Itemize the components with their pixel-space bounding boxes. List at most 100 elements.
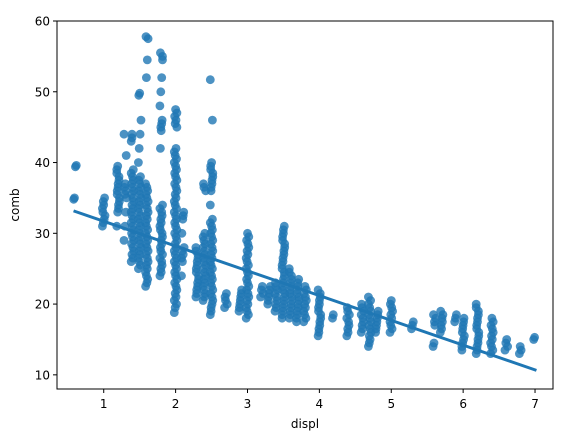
- x-tick-label: 5: [387, 397, 395, 411]
- data-point: [371, 324, 381, 334]
- data-point: [280, 239, 290, 249]
- data-point: [127, 211, 137, 221]
- data-point: [156, 267, 166, 277]
- data-point: [243, 289, 253, 298]
- data-point: [142, 204, 152, 213]
- data-point: [438, 317, 447, 327]
- data-point: [113, 182, 123, 192]
- data-point: [458, 324, 468, 334]
- data-point: [169, 147, 179, 157]
- data-point: [207, 282, 217, 291]
- data-point: [206, 260, 216, 270]
- data-point: [242, 274, 252, 284]
- data-point: [314, 328, 324, 337]
- data-point: [365, 335, 375, 344]
- data-point: [198, 232, 208, 242]
- data-point: [136, 115, 146, 125]
- data-point: [142, 260, 151, 270]
- data-point: [293, 278, 303, 288]
- data-point: [473, 338, 483, 348]
- data-point: [206, 182, 216, 192]
- data-point: [208, 115, 217, 125]
- data-point: [242, 246, 252, 256]
- data-point: [315, 299, 324, 309]
- data-point: [207, 232, 217, 242]
- data-point: [299, 306, 309, 316]
- data-point: [430, 317, 439, 327]
- data-point: [272, 296, 282, 305]
- data-point: [141, 267, 151, 277]
- data-point: [98, 204, 107, 213]
- data-point: [156, 87, 166, 97]
- data-point: [142, 73, 151, 82]
- data-point: [143, 274, 153, 284]
- data-point: [177, 253, 186, 263]
- data-point: [285, 289, 295, 298]
- data-point: [170, 168, 180, 178]
- data-point: [408, 317, 418, 327]
- x-tick-label: 1: [100, 397, 108, 411]
- data-point: [328, 310, 338, 320]
- data-point: [270, 289, 280, 298]
- data-point: [315, 320, 325, 330]
- data-point: [208, 296, 218, 305]
- data-point: [364, 320, 374, 330]
- data-point: [344, 320, 354, 330]
- data-point: [244, 310, 253, 320]
- data-point: [119, 236, 129, 245]
- x-tick-label: 3: [244, 397, 252, 411]
- data-point: [141, 190, 151, 199]
- data-point: [134, 253, 143, 263]
- data-point: [452, 310, 461, 320]
- data-point: [142, 182, 152, 192]
- data-point: [474, 331, 484, 341]
- data-point: [279, 246, 289, 256]
- x-axis-label: displ: [291, 417, 319, 431]
- data-point: [386, 296, 396, 305]
- data-point: [300, 299, 309, 309]
- data-point: [278, 303, 288, 312]
- data-point: [343, 306, 353, 316]
- data-point: [342, 313, 352, 323]
- data-point: [158, 232, 167, 242]
- data-point: [157, 211, 167, 221]
- data-point: [200, 246, 209, 256]
- data-point: [293, 306, 302, 316]
- data-point: [170, 218, 180, 228]
- data-point: [372, 317, 382, 327]
- data-point: [364, 299, 373, 309]
- data-point: [429, 310, 438, 320]
- y-tick-label: 30: [35, 227, 50, 241]
- data-point: [172, 154, 181, 164]
- data-point: [126, 168, 136, 178]
- data-point: [279, 296, 289, 305]
- data-point: [436, 306, 446, 316]
- data-point: [277, 260, 287, 270]
- data-point: [134, 197, 144, 206]
- data-point: [472, 324, 482, 334]
- data-point: [134, 158, 143, 167]
- data-point: [170, 190, 180, 199]
- data-point: [316, 313, 326, 323]
- data-point: [277, 310, 287, 320]
- data-point: [205, 267, 215, 277]
- data-point: [141, 32, 151, 41]
- data-point: [314, 306, 323, 316]
- data-point: [487, 324, 497, 334]
- data-point: [192, 289, 202, 298]
- data-point: [156, 144, 165, 153]
- data-point: [429, 338, 439, 348]
- data-point: [127, 133, 137, 143]
- data-point: [235, 296, 245, 305]
- data-point: [156, 218, 166, 228]
- data-point: [155, 253, 165, 263]
- data-point: [271, 282, 281, 291]
- data-point: [143, 197, 153, 206]
- data-point: [199, 274, 209, 284]
- data-point: [301, 313, 311, 323]
- data-point: [474, 310, 483, 320]
- data-point: [135, 88, 145, 98]
- data-point: [156, 246, 166, 256]
- data-point: [141, 218, 151, 228]
- data-point: [206, 161, 216, 171]
